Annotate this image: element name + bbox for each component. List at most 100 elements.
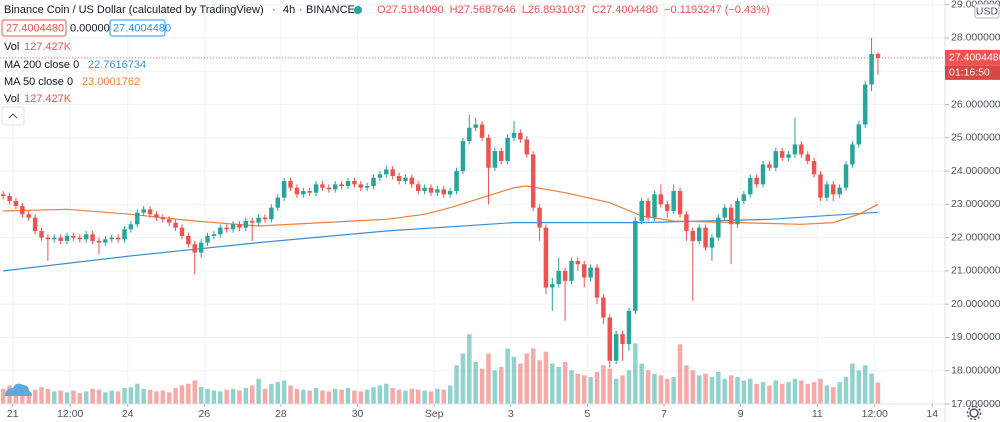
volume-bar <box>90 388 95 404</box>
ohlc-value: L26.8931037 <box>522 4 586 16</box>
candle-body <box>799 144 804 155</box>
volume-bar <box>109 390 114 404</box>
volume-bar <box>498 366 504 404</box>
candle-body <box>83 234 89 240</box>
x-tick-label: 26 <box>198 408 210 420</box>
candle-body <box>307 191 312 193</box>
volume-bar <box>358 391 363 404</box>
volume-bar <box>862 365 868 404</box>
candle-body <box>741 194 747 202</box>
logo[interactable] <box>5 383 32 396</box>
volume-bar <box>633 343 638 404</box>
candle-body <box>728 207 734 225</box>
volume-bar <box>511 356 517 404</box>
collapse-button[interactable] <box>1 106 25 126</box>
candle-body <box>709 237 715 248</box>
separator: · <box>299 4 303 16</box>
legend-box[interactable] <box>109 19 166 37</box>
volume-bar <box>460 353 466 404</box>
volume-bar <box>486 353 491 404</box>
candle-body <box>243 220 249 228</box>
candle-body <box>677 191 683 215</box>
volume-bar <box>843 377 849 404</box>
y-tick-label: 18.0000000 <box>951 365 1000 377</box>
volume-bar <box>575 373 581 404</box>
volume-bar <box>645 370 651 404</box>
candle-body <box>633 220 638 311</box>
ma-line <box>3 185 879 227</box>
volume-bar <box>588 377 593 404</box>
candle-body <box>96 240 102 243</box>
candle-body <box>358 184 363 188</box>
candle-body <box>843 164 849 188</box>
volume-bar <box>326 391 332 404</box>
candle-body <box>237 224 242 228</box>
volume-bar <box>665 378 670 404</box>
y-tick-label: 28.0000000 <box>951 32 1000 44</box>
y-tick-label: 21.0000000 <box>951 265 1000 277</box>
candle-body <box>45 237 51 240</box>
ohlc-value: −0.1193247 (−0.43%) <box>664 4 770 16</box>
volume-bar <box>390 388 395 404</box>
candle-body <box>645 201 651 218</box>
candle-body <box>620 334 625 345</box>
y-tick-label: 22.0000000 <box>951 231 1000 243</box>
volume-bar <box>154 391 159 404</box>
candle-body <box>671 191 676 211</box>
candle-body <box>447 191 453 195</box>
volume-bar <box>671 377 676 404</box>
candle-body <box>313 184 319 193</box>
legend-price: 27.4004480 <box>113 22 171 34</box>
volume-bar <box>613 378 619 404</box>
legend-volume-value: 127.427K <box>24 41 72 53</box>
settings-icon[interactable] <box>969 408 979 418</box>
countdown-tag <box>945 65 1000 80</box>
candle-body <box>658 194 664 205</box>
ohlc-value: C27.4004480 <box>592 4 658 16</box>
candle-body <box>275 197 280 208</box>
volume-bar <box>364 389 370 404</box>
candle-body <box>492 151 498 168</box>
candle-body <box>135 212 140 225</box>
volume-bar <box>601 365 606 404</box>
settings-icon-teeth <box>966 405 982 421</box>
candle-body <box>415 184 421 192</box>
volume-bar <box>269 383 274 404</box>
candle-body <box>249 220 255 223</box>
candle-body <box>786 154 791 158</box>
volume-bar <box>677 344 683 404</box>
interval: 4h <box>283 4 295 16</box>
candle-body <box>141 209 146 213</box>
candle-body <box>20 205 25 215</box>
candle-body <box>562 270 568 281</box>
market-status[interactable] <box>354 6 362 14</box>
candle-body <box>128 224 134 230</box>
legend-box[interactable] <box>1 19 67 37</box>
volume-bar <box>307 390 312 404</box>
candle-body <box>613 334 619 361</box>
candle-body <box>518 132 523 140</box>
volume-bar <box>562 361 568 404</box>
volume-bar <box>837 382 842 404</box>
ohlc-value: H27.5687646 <box>450 4 516 16</box>
y-tick-label: 25.0000000 <box>951 132 1000 144</box>
volume-bar <box>652 373 657 404</box>
candle-body <box>262 217 268 220</box>
volume-bar <box>301 389 306 404</box>
volume-bar <box>767 385 772 404</box>
volume-bar <box>320 390 325 404</box>
volume-bar <box>447 385 453 404</box>
volume-bar <box>818 378 823 404</box>
currency-badge[interactable] <box>974 3 1000 19</box>
volume-bar <box>205 388 210 404</box>
y-tick-label: 23.0000000 <box>951 198 1000 210</box>
candle-body <box>288 181 293 188</box>
x-tick-label: 5 <box>585 408 591 420</box>
volume-bar <box>192 380 197 404</box>
candle-body <box>652 194 657 218</box>
candle-body <box>498 151 504 162</box>
candle-body <box>230 224 236 230</box>
volume-bar <box>786 382 791 404</box>
candle-body <box>90 234 95 241</box>
candle-body <box>716 217 721 238</box>
